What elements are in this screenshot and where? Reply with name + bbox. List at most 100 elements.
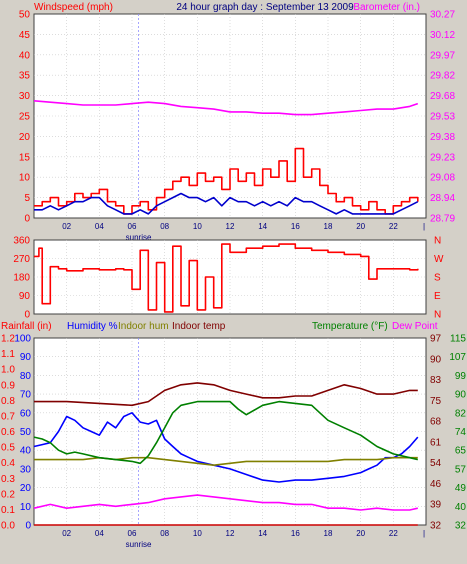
barometer-tick-label: 30.12 [430,30,455,41]
temperature-tick-label: 74 [455,427,467,438]
temperature-tick-label: 57 [455,464,467,475]
windspeed-label: Windspeed (mph) [34,2,113,13]
wind-x-ticks: 02 04 06 08 10 12 14 16 18 20 22 | [62,222,425,231]
sunrise-label-top: sunrise [126,233,152,242]
climate-x-tick-label: 16 [291,529,300,538]
barometer-line [33,100,419,116]
wind-x-tick-label: 22 [389,222,398,231]
wind-grid [34,14,426,218]
indoor-temperature-tick-label: 46 [430,479,442,490]
indoor-temperature-tick-label: 61 [430,437,442,448]
barometer-tick-label: 29.82 [430,71,455,82]
legend-indoor-temp: Indoor temp [172,321,226,332]
direction-tick-label: 0 [24,310,30,321]
gust-line [34,192,419,215]
direction-left-ticks: 0 90 180 270 360 [13,236,30,321]
wind-x-tick-label: 06 [128,222,137,231]
barometer-tick-label: 29.23 [430,152,455,163]
rain-tick-label: 1.0 [1,365,15,376]
rain-tick-label: 0.6 [1,427,15,438]
climate-x-tick-label: 20 [356,529,365,538]
humidity-tick-label: 60 [20,408,32,419]
windspeed-line [34,147,419,215]
climate-x-tick-label: 10 [193,529,202,538]
temperature-tick-label: 107 [449,352,466,363]
wind-left-ticks: 0 5 10 15 20 25 30 35 40 45 50 [19,10,31,225]
wind-x-tick-label: 14 [258,222,267,231]
rain-tick-label: 0.3 [1,474,15,485]
chart-title: 24 hour graph day : September 13 2009 [176,2,354,13]
temperature-tick-label: 65 [455,446,467,457]
indoor-temperature-tick-label: 97 [430,334,442,345]
humidity-line [33,412,419,483]
indoor-temperature-tick-label: 75 [430,396,442,407]
temperature-ticks-b: 32 39 46 54 61 68 75 83 90 97 [430,334,442,532]
x-end-tick: | [423,529,425,538]
wind-tick-label: 50 [19,10,31,21]
rain-tick-label: 0.9 [1,380,15,391]
humidity-tick-label: 30 [20,464,32,475]
wind-x-tick-label: 12 [226,222,235,231]
rain-tick-label: 0.4 [1,458,15,469]
indoor-temperature-tick-label: 32 [430,521,442,532]
legend-humidity: Humidity % [67,321,118,332]
rain-tick-label: 1.1 [1,349,15,360]
barometer-tick-label: 29.08 [430,173,455,184]
indoor-temperature-tick-label: 39 [430,500,442,511]
direction-tick-label: 90 [19,291,31,302]
temperature-ticks-a: 32 40 49 57 65 74 82 90 99 107 115 [449,334,466,532]
climate-x-tick-label: 02 [62,529,71,538]
climate-x-tick-label: 18 [324,529,333,538]
temperature-tick-label: 99 [455,371,467,382]
humidity-tick-label: 20 [20,483,32,494]
climate-x-ticks: 02 04 06 08 10 12 14 16 18 20 22 | [62,529,425,538]
wind-tick-label: 40 [19,50,31,61]
rain-ticks: 0.0 0.1 0.2 0.3 0.4 0.5 0.6 0.7 0.8 0.9 1.0 1.1 1.2 [1,334,15,532]
direction-tick-label: 360 [13,236,30,247]
rain-tick-label: 1.2 [1,334,15,345]
x-end-tick: | [423,222,425,231]
temperature-tick-label: 115 [450,334,466,345]
legend-dew-point: Dew Point [392,321,438,332]
humidity-tick-label: 100 [14,334,31,345]
humidity-tick-label: 10 [20,502,32,513]
barometer-right-ticks: 28.79 28.94 29.08 29.23 29.38 29.53 29.68 29.82… [430,10,455,225]
wind-direction-line [34,243,419,313]
wind-x-tick-label: 04 [95,222,104,231]
barometer-tick-label: 30.27 [430,10,455,21]
barometer-label: Barometer (in.) [353,2,420,13]
indoor-temperature-tick-label: 83 [430,375,442,386]
wind-tick-label: 0 [24,214,30,225]
temperature-tick-label: 40 [455,502,467,513]
humidity-tick-label: 90 [20,352,32,363]
barometer-tick-label: 29.68 [430,91,455,102]
wind-series [33,100,419,215]
wind-tick-label: 20 [19,132,31,143]
direction-tick-label: 180 [13,273,30,284]
dew-point-line [33,494,418,511]
wind-tick-label: 5 [24,193,30,204]
climate-series [33,382,419,526]
direction-series [34,243,419,313]
wind-tick-label: 10 [19,173,31,184]
legend-rainfall: Rainfall (in) [1,321,52,332]
barometer-tick-label: 29.38 [430,132,455,143]
rain-tick-label: 0.8 [1,396,15,407]
wind-tick-label: 45 [19,30,31,41]
sunrise-label-bottom: sunrise [126,540,152,549]
rain-tick-label: 0.7 [1,411,15,422]
temperature-line [33,400,418,465]
rain-tick-label: 0.2 [1,489,15,500]
temperature-tick-label: 49 [455,483,467,494]
rain-tick-label: 0.0 [1,521,15,532]
barometer-tick-label: 29.97 [430,50,455,61]
legend-indoor-hum: Indoor hum [118,321,169,332]
compass-tick-label: E [434,291,441,302]
rain-tick-label: 0.5 [1,443,15,454]
compass-tick-label: S [434,273,441,284]
wind-x-tick-label: 02 [62,222,71,231]
humidity-tick-label: 70 [20,390,32,401]
